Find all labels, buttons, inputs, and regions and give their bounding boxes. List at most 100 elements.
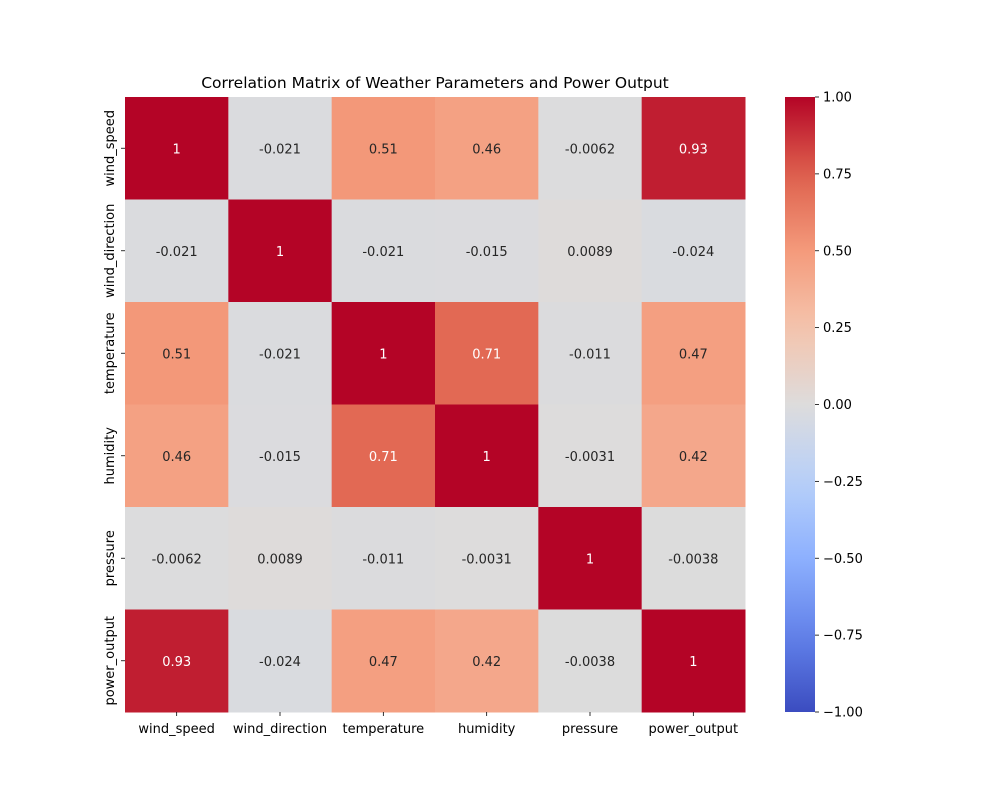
heatmap-cell [125,404,229,508]
colorbar-tick-label: −0.50 [823,552,863,567]
cell-value-label: -0.021 [362,245,404,260]
cell-value-label: -0.024 [259,655,301,670]
cell-value-label: 0.93 [162,655,191,670]
heatmap-cell [538,507,643,610]
cell-value-label: 0.47 [679,347,708,362]
column-tick-label: pressure [562,722,618,737]
row-tick-label: wind_speed [103,110,118,187]
colorbar [785,97,815,712]
heatmap-cell [331,507,436,610]
cell-value-label: 0.51 [162,347,191,362]
heatmap-cell [125,609,229,713]
column-tick-labels: wind_speed wind_direction temperature humid… [138,712,738,737]
cell-value-label: 0.46 [472,142,501,157]
colorbar-tick-label: −0.25 [823,475,863,490]
colorbar-tick-label: 0.25 [823,321,852,336]
cell-value-label: 1 [586,552,594,567]
cell-value-label: -0.011 [362,552,404,567]
heatmap-cells [125,97,746,713]
heatmap-cell [538,302,643,405]
heatmap-cell [435,97,539,200]
heatmap-cell [228,404,333,508]
cell-value-label: -0.0062 [152,552,202,567]
heatmap-cell [331,302,436,405]
heatmap-cell [125,199,229,303]
cell-value-label: 0.42 [472,655,501,670]
row-tick-labels: wind_speed wind_direction temperature humid… [103,110,125,706]
cell-value-label: 0.42 [679,450,708,465]
cell-value-label: 1 [276,245,284,260]
heatmap-cell [435,507,539,610]
cell-value-label: -0.0038 [668,552,718,567]
cell-value-label: 0.51 [369,142,398,157]
column-tick-label: wind_direction [233,722,327,737]
row-tick-label: wind_direction [103,204,118,298]
row-tick-label: pressure [103,530,118,586]
heatmap-cell [125,302,229,405]
cell-value-label: 0.46 [162,450,191,465]
colorbar-tick-label: −0.75 [823,629,863,644]
heatmap-cell-labels: 1 -0.021 0.51 0.46 -0.0062 0.93 -0.021 1 -0.021 -… [152,142,719,670]
cell-value-label: 0.0089 [257,552,303,567]
cell-value-label: -0.021 [259,142,301,157]
chart-title: Correlation Matrix of Weather Parameters… [201,74,669,92]
column-tick-label: humidity [458,722,516,737]
cell-value-label: 0.47 [369,655,398,670]
colorbar-tick-label: −1.00 [823,706,863,721]
heatmap-cell [125,507,229,610]
heatmap-cell [641,302,746,405]
heatmap-cell [228,609,333,713]
heatmap-cell [435,404,539,508]
cell-value-label: -0.015 [466,245,508,260]
cell-value-label: 1 [689,655,697,670]
heatmap-cell [538,609,643,713]
cell-value-label: 0.71 [369,450,398,465]
cell-value-label: 1 [483,450,491,465]
cell-value-label: -0.021 [156,245,198,260]
cell-value-label: 0.93 [679,142,708,157]
heatmap-cell [228,302,333,405]
cell-value-label: 1 [173,142,181,157]
heatmap-cell [641,609,746,713]
colorbar-tick-label: 0.50 [823,244,852,259]
column-tick-label: power_output [649,722,739,737]
cell-value-label: -0.011 [569,347,611,362]
heatmap-cell [331,404,436,508]
heatmap-cell [435,302,539,405]
colorbar-ticks: 1.00 0.75 0.50 0.25 0.00 −0.25 −0.50 −0.75 −1.00 [815,91,863,721]
colorbar-tick-label: 0.00 [823,398,852,413]
heatmap-cell [641,404,746,508]
heatmap-cell [228,199,333,303]
heatmap-cell [125,97,229,200]
column-tick-label: temperature [342,722,424,737]
heatmap-cell [641,97,746,200]
colorbar-tick-label: 1.00 [823,91,852,106]
cell-value-label: -0.021 [259,347,301,362]
heatmap-cell [435,199,539,303]
heatmap-cell [538,97,643,200]
row-tick-label: temperature [103,312,118,394]
heatmap-cell [228,97,333,200]
cell-value-label: -0.0031 [462,552,512,567]
heatmap-cell [641,507,746,610]
heatmap-cell [435,609,539,713]
cell-value-label: -0.015 [259,450,301,465]
row-tick-label: humidity [103,427,118,485]
heatmap-cell [538,404,643,508]
heatmap-cell [641,199,746,303]
cell-value-label: -0.024 [672,245,714,260]
cell-value-label: 1 [379,347,387,362]
heatmap-cell [538,199,643,303]
cell-value-label: -0.0038 [565,655,615,670]
heatmap-cell [228,507,333,610]
cell-value-label: 0.71 [472,347,501,362]
heatmap-cell [331,97,436,200]
cell-value-label: -0.0031 [565,450,615,465]
cell-value-label: -0.0062 [565,142,615,157]
column-tick-label: wind_speed [138,722,215,737]
cell-value-label: 0.0089 [567,245,613,260]
row-tick-label: power_output [103,616,118,706]
heatmap-cell [331,199,436,303]
